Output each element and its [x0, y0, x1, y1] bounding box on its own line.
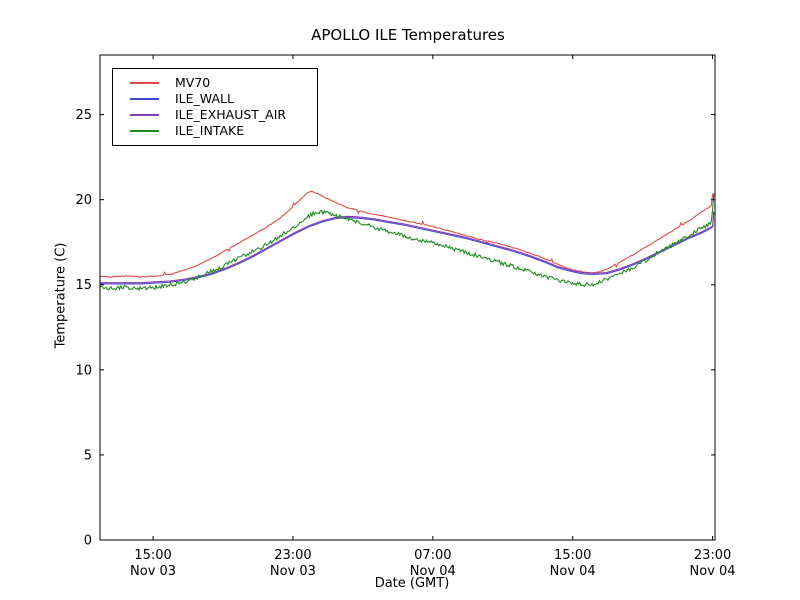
legend-entry-ile-exhaust-air: ILE_EXHAUST_AIR [113, 107, 317, 123]
x-tick-label-time: 15:00 [554, 548, 591, 563]
x-tick-label-date: Nov 03 [130, 564, 176, 579]
y-axis-ticks: 0 5 10 15 20 25 [75, 108, 715, 549]
y-tick-label: 10 [75, 363, 92, 378]
legend-entry-mv70: MV70 [113, 75, 317, 91]
legend-swatch-ile-intake [130, 130, 159, 132]
legend-label: MV70 [175, 75, 211, 90]
legend-swatch-ile-wall [130, 98, 159, 100]
x-tick-label-time: 07:00 [414, 548, 451, 563]
legend-swatch-mv70 [130, 82, 159, 84]
y-tick-label: 25 [75, 108, 92, 123]
series-line-mv70 [99, 190, 715, 278]
series-line-ile-exhaust-air [100, 211, 715, 284]
legend-entry-ile-wall: ILE_WALL [113, 91, 317, 107]
plot-frame [99, 54, 716, 541]
x-tick-label-time: 15:00 [134, 548, 171, 563]
legend-label: ILE_INTAKE [175, 123, 245, 138]
y-axis-label: Temperature (C) [53, 242, 69, 349]
legend-label: ILE_EXHAUST_AIR [175, 107, 287, 122]
x-tick-label-time: 23:00 [274, 548, 311, 563]
x-tick-label-date: Nov 04 [690, 564, 736, 579]
y-tick-label: 0 [84, 534, 92, 549]
chart-title: APOLLO ILE Temperatures [311, 26, 505, 44]
x-tick-label-time: 23:00 [694, 548, 731, 563]
legend: MV70 ILE_WALL ILE_EXHAUST_AIR ILE_INTAKE [112, 68, 318, 146]
y-tick-label: 5 [84, 448, 92, 463]
legend-label: ILE_WALL [175, 91, 234, 106]
series-line-ile-wall [100, 212, 715, 285]
legend-entry-ile-intake: ILE_INTAKE [113, 123, 317, 139]
x-axis-label: Date (GMT) [374, 576, 450, 591]
y-tick-label: 15 [75, 278, 92, 293]
legend-swatch-ile-exhaust-air [130, 114, 159, 116]
x-tick-label-date: Nov 04 [410, 564, 456, 579]
x-tick-label-date: Nov 03 [270, 564, 316, 579]
x-tick-label-date: Nov 04 [550, 564, 596, 579]
y-tick-label: 20 [75, 193, 92, 208]
series-line-ile-intake [99, 193, 715, 292]
